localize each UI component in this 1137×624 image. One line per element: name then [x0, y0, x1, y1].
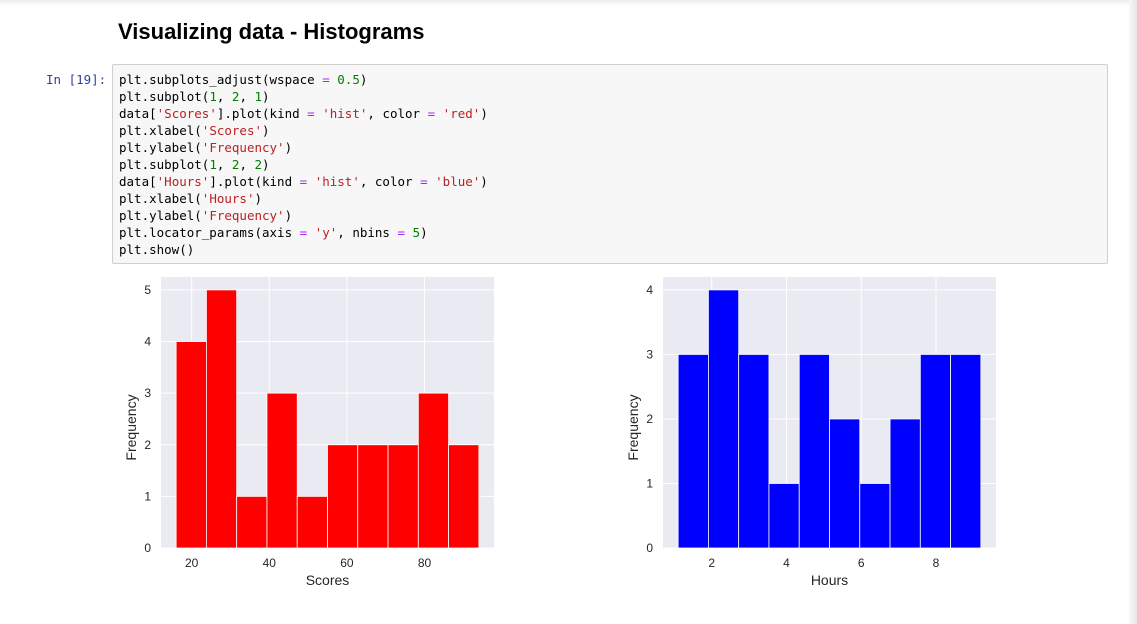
x-tick-label: 60	[340, 556, 354, 570]
x-tick-label: 4	[783, 556, 790, 570]
code-line: data['Scores'].plot(kind = 'hist', color…	[119, 106, 488, 121]
cell-prompt: In [19]:	[46, 72, 107, 87]
histogram-bar	[296, 495, 328, 549]
code-line: data['Hours'].plot(kind = 'hist', color …	[119, 174, 488, 189]
histogram-bar	[889, 418, 921, 549]
y-axis-label: Frequency	[625, 394, 641, 460]
histogram-bar	[859, 483, 891, 549]
code-line: plt.subplot(1, 2, 1)	[119, 89, 270, 104]
code-line: plt.xlabel('Scores')	[119, 123, 270, 138]
code-line: plt.subplots_adjust(wspace = 0.5)	[119, 72, 368, 87]
y-tick-label: 2	[646, 412, 653, 426]
code-line: plt.ylabel('Frequency')	[119, 140, 293, 155]
y-tick-label: 5	[144, 283, 151, 297]
y-tick-label: 0	[646, 541, 653, 555]
code-line: plt.ylabel('Frequency')	[119, 208, 293, 223]
x-tick-label: 8	[933, 556, 940, 570]
histogram-bar	[206, 289, 238, 549]
y-tick-label: 4	[144, 335, 151, 349]
notebook-top-shadow	[0, 0, 1130, 6]
x-tick-label: 6	[858, 556, 865, 570]
histogram-bar	[708, 289, 740, 549]
histogram-bar	[448, 444, 480, 549]
histogram-bar	[919, 354, 951, 549]
histogram-bar	[829, 418, 861, 549]
y-tick-label: 0	[144, 541, 151, 555]
x-tick-label: 20	[185, 556, 199, 570]
y-tick-label: 4	[646, 283, 653, 297]
histogram-bar	[236, 495, 268, 549]
histogram-bar	[387, 444, 419, 549]
histogram-bar	[175, 341, 207, 549]
y-axis-label: Frequency	[123, 394, 139, 460]
x-tick-label: 40	[263, 556, 277, 570]
histogram-bar	[327, 444, 359, 549]
code-editor[interactable]: plt.subplots_adjust(wspace = 0.5) plt.sub…	[113, 65, 1107, 258]
y-tick-label: 1	[144, 489, 151, 503]
y-tick-label: 3	[144, 386, 151, 400]
code-line: plt.locator_params(axis = 'y', nbins = 5…	[119, 225, 428, 240]
histogram-bar	[417, 392, 449, 549]
x-tick-label: 2	[708, 556, 715, 570]
code-line: plt.xlabel('Hours')	[119, 191, 263, 206]
y-tick-label: 1	[646, 476, 653, 490]
histogram-bar	[950, 354, 982, 549]
code-cell-input[interactable]: plt.subplots_adjust(wspace = 0.5) plt.sub…	[112, 64, 1108, 264]
histogram-bar	[357, 444, 389, 549]
histogram-bar	[738, 354, 770, 549]
markdown-heading: Visualizing data - Histograms	[118, 19, 425, 44]
histogram-bar	[768, 483, 800, 549]
x-axis-label: Scores	[306, 572, 350, 588]
histogram-bar	[266, 392, 298, 549]
scrollbar-track[interactable]	[1129, 0, 1137, 624]
histogram-bar	[798, 354, 830, 549]
x-axis-label: Hours	[811, 572, 848, 588]
x-tick-label: 80	[418, 556, 432, 570]
code-line: plt.show()	[119, 242, 195, 257]
y-tick-label: 3	[646, 347, 653, 361]
code-line: plt.subplot(1, 2, 2)	[119, 157, 270, 172]
histogram-bar	[677, 354, 709, 549]
y-tick-label: 2	[144, 438, 151, 452]
